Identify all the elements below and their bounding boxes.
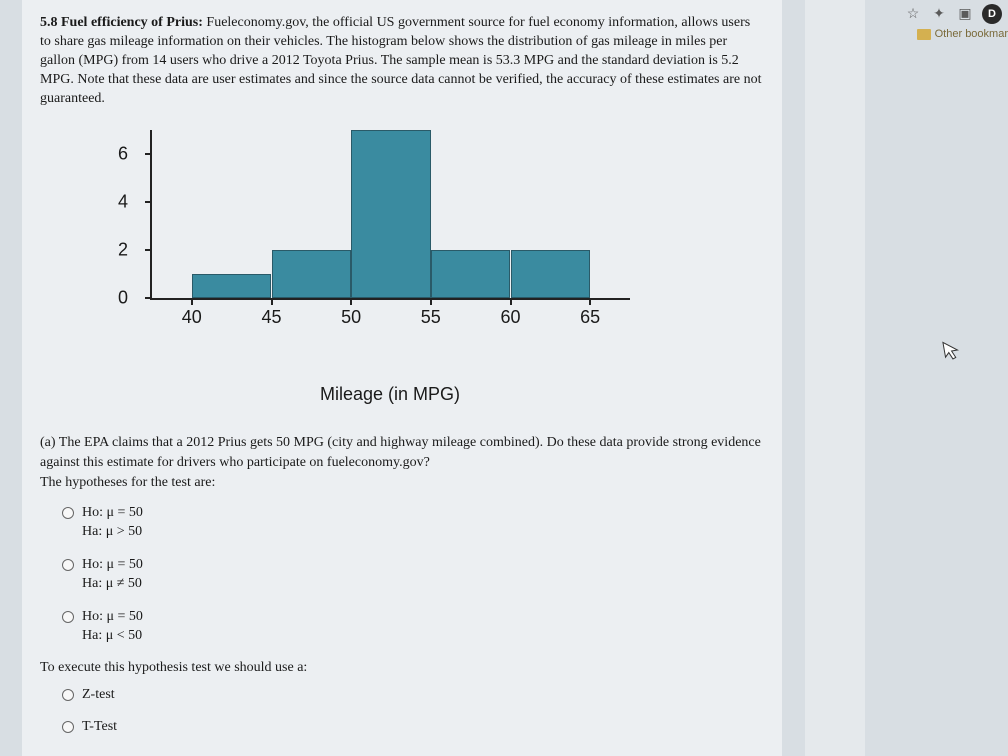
ytick-mark [145,153,152,155]
xtick-label: 50 [341,307,361,328]
plot-area: 0 2 4 6 40 45 50 55 60 65 [150,130,630,300]
xtick-label: 60 [500,307,520,328]
extension-icon[interactable]: ✦ [930,5,948,23]
radio-icon[interactable] [62,689,74,701]
folder-icon [917,29,931,40]
histogram-bar [431,250,511,298]
histogram-bar [351,130,431,298]
document-page: 5.8 Fuel efficiency of Prius: Fueleconom… [22,0,782,756]
h0-line: Ho: μ = 50 [82,556,143,575]
radio-icon[interactable] [62,507,74,519]
xtick-mark [350,298,352,305]
test-label: Z-test [82,686,115,705]
question-a-body: (a) The EPA claims that a 2012 Prius get… [40,435,761,470]
ha-line: Ha: μ < 50 [82,627,143,646]
cursor-icon [942,339,962,368]
ytick-label: 0 [118,288,128,309]
test-option-z[interactable]: Z-test [62,686,764,705]
histogram-chart: 0 2 4 6 40 45 50 55 60 65 [90,120,690,405]
x-axis-label: Mileage (in MPG) [150,384,630,405]
ha-line: Ha: μ > 50 [82,523,143,542]
xtick-label: 45 [261,307,281,328]
problem-number-title: 5.8 Fuel efficiency of Prius: [40,15,203,30]
test-option-t[interactable]: T-Test [62,718,764,737]
hypothesis-option-2[interactable]: Ho: μ = 50 Ha: μ ≠ 50 [62,556,764,594]
browser-toolbar: ☆ ✦ ▣ D [904,4,1002,24]
bookmark-text: Other bookmar [935,28,1008,40]
radio-icon[interactable] [62,559,74,571]
xtick-mark [589,298,591,305]
problem-statement: 5.8 Fuel efficiency of Prius: Fueleconom… [40,14,764,108]
histogram-bar [272,250,352,298]
hypothesis-options: Ho: μ = 50 Ha: μ > 50 Ho: μ = 50 Ha: μ ≠… [62,504,764,645]
ytick-mark [145,201,152,203]
xtick-mark [191,298,193,305]
qr-icon[interactable]: ▣ [956,5,974,23]
hypothesis-option-1[interactable]: Ho: μ = 50 Ha: μ > 50 [62,504,764,542]
ytick-label: 2 [118,240,128,261]
ytick-label: 4 [118,192,128,213]
next-page-edge [805,0,865,756]
star-icon[interactable]: ☆ [904,5,922,23]
xtick-mark [510,298,512,305]
test-type-options: Z-test T-Test [62,686,764,738]
hypothesis-option-3[interactable]: Ho: μ = 50 Ha: μ < 50 [62,608,764,646]
test-label: T-Test [82,718,117,737]
xtick-label: 40 [182,307,202,328]
xtick-label: 65 [580,307,600,328]
profile-avatar-icon[interactable]: D [982,4,1002,24]
test-type-prompt: To execute this hypothesis test we shoul… [40,660,764,676]
radio-icon[interactable] [62,721,74,733]
xtick-label: 55 [421,307,441,328]
radio-icon[interactable] [62,611,74,623]
xtick-mark [271,298,273,305]
ha-line: Ha: μ ≠ 50 [82,575,143,594]
ytick-mark [145,297,152,299]
h0-line: Ho: μ = 50 [82,608,143,627]
hypothesis-prompt: The hypotheses for the test are: [40,475,215,490]
bookmarks-bar[interactable]: Other bookmar [917,28,1008,40]
xtick-mark [430,298,432,305]
ytick-mark [145,249,152,251]
histogram-bar [511,250,591,298]
histogram-bar [192,274,272,298]
h0-line: Ho: μ = 50 [82,504,143,523]
question-a-text: (a) The EPA claims that a 2012 Prius get… [40,433,764,492]
ytick-label: 6 [118,144,128,165]
